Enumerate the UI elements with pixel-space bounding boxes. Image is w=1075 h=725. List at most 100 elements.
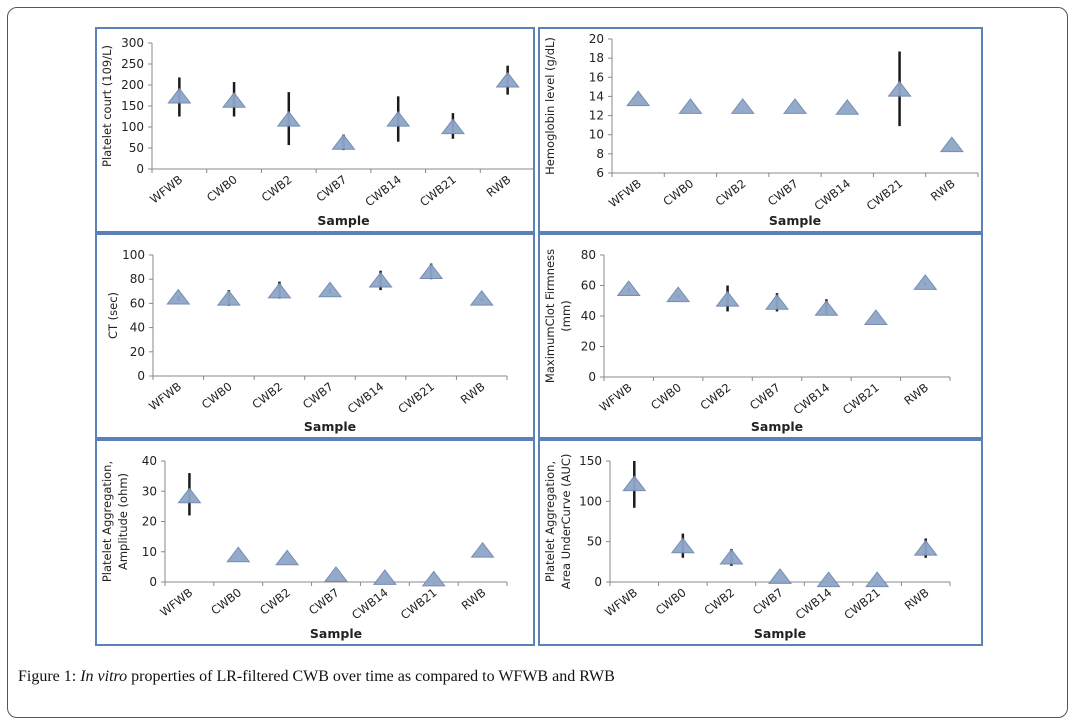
data-point-marker [678, 98, 703, 114]
data-point-marker [767, 568, 793, 584]
x-tick-label: CWB21 [864, 176, 906, 213]
y-tick-label: 16 [589, 70, 604, 84]
y-tick-label: 0 [588, 370, 596, 384]
data-point-marker [276, 110, 301, 127]
x-tick-label: CWB7 [313, 172, 349, 204]
data-point-marker [331, 133, 356, 150]
y-tick-label: 12 [589, 109, 604, 123]
data-point-marker [166, 288, 191, 305]
y-tick-label: 100 [122, 248, 145, 262]
y-axis-title: Hemoglobin level (g/dL) [543, 37, 557, 175]
data-point-marker [421, 570, 446, 587]
y-tick-label: 100 [579, 494, 602, 508]
data-point-marker [764, 293, 790, 310]
x-tick-label: CWB14 [345, 379, 387, 416]
y-tick-label: 40 [130, 321, 145, 335]
x-axis-title: Sample [769, 213, 821, 228]
x-tick-label: RWB [459, 585, 489, 613]
data-point-marker [816, 571, 841, 588]
y-tick-label: 30 [142, 484, 157, 498]
x-tick-label: WFWB [606, 176, 644, 210]
x-tick-label: WFWB [146, 379, 184, 413]
y-tick-label: 10 [142, 545, 157, 559]
data-point-marker [913, 274, 938, 290]
panel-aggregation-auc: 0 50 100 150 WFWB CWB0 CWB2 CWB7 CWB14 CWB21 RWB Sa… [538, 439, 983, 646]
x-tick-label: CWB21 [841, 585, 883, 622]
y-tick-label: 20 [589, 32, 604, 46]
data-point-marker [372, 569, 397, 585]
chart-svg: 0 50 100 150 WFWB CWB0 CWB2 CWB7 CWB14 CWB21 RWB Sa… [543, 454, 951, 641]
y-tick-label: 0 [137, 369, 145, 383]
x-tick-label: RWB [902, 585, 932, 613]
y-axis-title: Platelet court (109/L) [100, 45, 114, 167]
data-point-marker [835, 99, 860, 115]
x-tick-label: CWB7 [300, 379, 336, 411]
y-tick-label: 50 [129, 141, 144, 155]
y-tick-label: 0 [136, 162, 144, 176]
panel-platelet-count: 0 50 100 150 200 250 300 WFWB CWB0 CWB2 CWB7 CWB14 C… [95, 27, 535, 233]
y-axis-title: CT (sec) [106, 292, 120, 339]
x-tick-label: CWB0 [660, 176, 696, 208]
data-point-marker [440, 118, 465, 135]
y-tick-label: 14 [589, 89, 604, 103]
x-axis-title: Sample [310, 626, 362, 641]
x-tick-label: CWB2 [698, 380, 734, 412]
y-tick-label: 60 [581, 279, 596, 293]
data-point-marker [495, 71, 520, 88]
chart-svg: 0 20 40 60 80 WFWB CWB0 CWB2 CWB7 CWB14 CWB21 RWB Sa… [543, 248, 951, 434]
chart-svg: 6 8 10 12 14 16 18 20 WFWB CWB0 CWB2 CWB7 CWB14 CWB21… [543, 32, 979, 228]
data-point-marker [323, 566, 349, 582]
x-tick-label: CWB0 [199, 379, 235, 411]
y-tick-label: 20 [142, 515, 157, 529]
y-tick-label: 80 [130, 272, 145, 286]
panel-hemoglobin: 6 8 10 12 14 16 18 20 WFWB CWB0 CWB2 CWB7 CWB14 CWB21… [538, 27, 983, 233]
x-tick-label: CWB21 [398, 585, 440, 622]
data-point-marker [267, 282, 292, 299]
x-tick-label: WFWB [597, 380, 635, 414]
data-point-marker [666, 286, 691, 303]
y-tick-label: 300 [121, 36, 144, 50]
panel-aggregation-amplitude: 0 10 20 30 40 WFWB CWB0 CWB2 CWB7 CWB14 CWB21 RWB Sa… [95, 439, 535, 646]
x-tick-label: CWB7 [750, 585, 786, 617]
data-point-marker [226, 546, 251, 563]
x-tick-label: CWB14 [349, 585, 391, 622]
x-tick-label: RWB [928, 176, 958, 204]
y-tick-label: 0 [149, 575, 157, 589]
y-axis-title: Platelet Aggregation, [100, 461, 114, 582]
y-tick-label: 0 [594, 575, 602, 589]
y-tick-label: 10 [589, 128, 604, 142]
y-tick-label: 150 [121, 99, 144, 113]
x-tick-label: CWB2 [259, 172, 295, 204]
y-tick-label: 18 [589, 51, 604, 65]
y-tick-label: 250 [121, 57, 144, 71]
x-tick-label: CWB2 [713, 176, 749, 208]
y-axis-title: Area UnderCurve (AUC) [559, 454, 573, 590]
data-point-marker [913, 539, 938, 556]
x-tick-label: CWB7 [306, 585, 342, 617]
x-tick-label: CWB21 [417, 172, 459, 209]
data-point-marker [222, 91, 247, 108]
x-tick-label: RWB [901, 380, 931, 408]
data-point-marker [419, 263, 444, 280]
x-tick-label: WFWB [602, 585, 640, 619]
y-tick-label: 60 [130, 296, 145, 310]
x-tick-label: CWB2 [249, 379, 285, 411]
x-tick-label: CWB14 [791, 380, 833, 417]
data-point-marker [317, 281, 343, 298]
chart-svg: 0 20 40 60 80 100 WFWB CWB0 CWB2 CWB7 CWB14 CWB21 RW… [106, 248, 508, 434]
y-tick-label: 20 [130, 345, 145, 359]
data-point-marker [177, 487, 202, 504]
x-axis-title: Sample [304, 419, 356, 434]
data-point-marker [368, 271, 393, 288]
panel-ct: 0 20 40 60 80 100 WFWB CWB0 CWB2 CWB7 CWB14 CWB21 RW… [95, 233, 535, 439]
y-tick-label: 150 [579, 454, 602, 468]
data-point-marker [275, 549, 300, 566]
y-tick-label: 200 [121, 78, 144, 92]
x-tick-label: CWB0 [653, 585, 689, 617]
x-axis-title: Sample [317, 213, 369, 228]
figure-frame [7, 7, 1068, 718]
data-point-marker [730, 98, 755, 114]
data-point-marker [167, 87, 192, 104]
data-point-marker [782, 98, 808, 114]
data-point-marker [386, 110, 411, 127]
